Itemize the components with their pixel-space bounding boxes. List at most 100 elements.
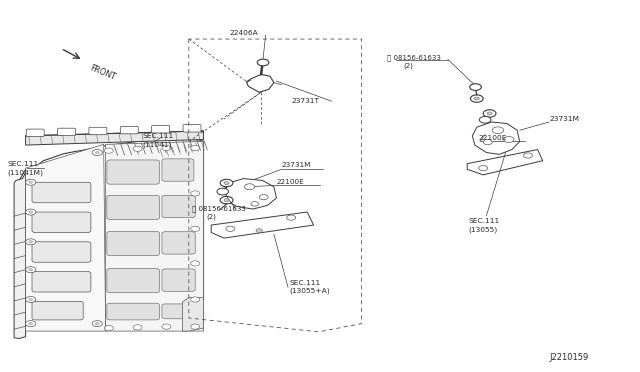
Circle shape: [191, 324, 200, 329]
Circle shape: [483, 140, 492, 145]
Circle shape: [26, 267, 36, 273]
FancyBboxPatch shape: [32, 301, 83, 320]
Polygon shape: [106, 141, 204, 331]
Polygon shape: [211, 212, 314, 238]
Circle shape: [224, 182, 229, 185]
Circle shape: [26, 321, 36, 327]
Circle shape: [26, 209, 36, 215]
Polygon shape: [14, 173, 26, 339]
FancyBboxPatch shape: [107, 269, 159, 293]
Circle shape: [492, 127, 504, 134]
Text: Ⓢ 08156-61633: Ⓢ 08156-61633: [192, 205, 246, 212]
Text: J2210159: J2210159: [549, 353, 588, 362]
Polygon shape: [467, 150, 543, 175]
FancyBboxPatch shape: [162, 269, 195, 291]
Circle shape: [244, 184, 255, 190]
Circle shape: [217, 188, 228, 195]
Circle shape: [191, 191, 200, 196]
Text: (11041): (11041): [142, 141, 172, 148]
Text: 23731M: 23731M: [282, 162, 311, 168]
Circle shape: [95, 323, 99, 325]
FancyBboxPatch shape: [107, 231, 159, 256]
FancyBboxPatch shape: [162, 159, 194, 181]
Circle shape: [95, 151, 99, 154]
Circle shape: [104, 326, 113, 331]
Text: 23731T: 23731T: [291, 98, 319, 104]
Polygon shape: [472, 122, 520, 154]
Polygon shape: [26, 131, 204, 145]
Circle shape: [162, 324, 171, 329]
Circle shape: [474, 97, 479, 100]
Circle shape: [191, 261, 200, 266]
FancyBboxPatch shape: [107, 195, 159, 219]
FancyBboxPatch shape: [120, 126, 138, 134]
Circle shape: [220, 196, 233, 204]
Text: (13055): (13055): [468, 227, 498, 233]
Circle shape: [162, 145, 171, 151]
Text: (13055+A): (13055+A): [289, 288, 330, 294]
Circle shape: [26, 179, 36, 185]
Text: 22100E: 22100E: [276, 179, 304, 185]
FancyBboxPatch shape: [26, 129, 44, 137]
FancyBboxPatch shape: [32, 212, 91, 232]
Polygon shape: [225, 179, 276, 209]
Text: (2): (2): [206, 213, 216, 220]
FancyBboxPatch shape: [162, 195, 195, 218]
Circle shape: [29, 298, 33, 301]
Text: 22406A: 22406A: [229, 31, 258, 36]
Circle shape: [29, 269, 33, 271]
Circle shape: [504, 137, 514, 142]
Circle shape: [256, 229, 262, 232]
Polygon shape: [182, 298, 204, 331]
Circle shape: [92, 321, 102, 327]
Circle shape: [479, 166, 488, 171]
Text: SEC.111: SEC.111: [8, 161, 39, 167]
Circle shape: [29, 241, 33, 243]
FancyBboxPatch shape: [32, 182, 91, 203]
Circle shape: [191, 297, 200, 302]
Circle shape: [191, 226, 200, 231]
Circle shape: [257, 59, 269, 66]
FancyBboxPatch shape: [58, 128, 76, 136]
FancyBboxPatch shape: [32, 242, 91, 262]
Circle shape: [104, 148, 113, 153]
FancyBboxPatch shape: [89, 127, 107, 135]
Circle shape: [220, 179, 233, 187]
Circle shape: [470, 84, 481, 90]
Circle shape: [479, 116, 491, 123]
Circle shape: [287, 215, 296, 220]
Polygon shape: [246, 74, 274, 92]
Circle shape: [133, 146, 142, 151]
FancyBboxPatch shape: [152, 125, 170, 133]
FancyBboxPatch shape: [107, 303, 159, 320]
Circle shape: [259, 195, 268, 200]
Circle shape: [524, 153, 532, 158]
Circle shape: [29, 323, 33, 325]
FancyBboxPatch shape: [32, 272, 91, 292]
FancyBboxPatch shape: [107, 160, 159, 184]
Circle shape: [191, 145, 200, 151]
Circle shape: [26, 239, 36, 245]
Circle shape: [29, 181, 33, 183]
Circle shape: [92, 150, 102, 155]
Text: SEC.111: SEC.111: [468, 218, 500, 224]
Circle shape: [133, 325, 142, 330]
Text: SEC.111: SEC.111: [142, 133, 173, 139]
Circle shape: [226, 226, 235, 231]
Text: Ⓢ 08156-61633: Ⓢ 08156-61633: [387, 54, 441, 61]
Circle shape: [26, 296, 36, 302]
Text: (11041M): (11041M): [8, 170, 44, 176]
Circle shape: [251, 202, 259, 206]
Text: SEC.111: SEC.111: [289, 280, 321, 286]
Circle shape: [487, 112, 492, 115]
Polygon shape: [19, 139, 204, 317]
Polygon shape: [26, 144, 106, 331]
Circle shape: [470, 95, 483, 102]
FancyBboxPatch shape: [162, 232, 195, 254]
Text: FRONT: FRONT: [88, 64, 116, 83]
FancyBboxPatch shape: [162, 304, 195, 319]
FancyBboxPatch shape: [183, 125, 201, 132]
Text: (2): (2): [403, 63, 413, 70]
Circle shape: [224, 199, 229, 202]
Text: 22100E: 22100E: [479, 135, 508, 141]
